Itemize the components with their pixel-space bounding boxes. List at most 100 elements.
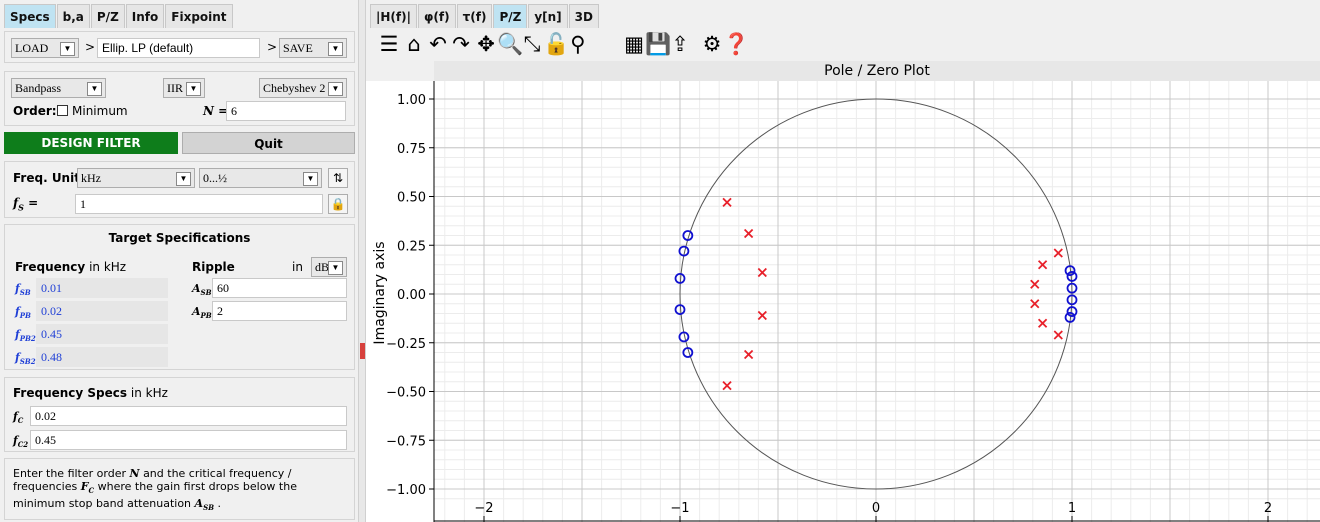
pole-marker-stroke: [1037, 260, 1048, 270]
save-combo[interactable]: SAVE ▼: [279, 38, 347, 58]
ripple-label: Ripple: [192, 260, 235, 274]
info-asb-text: A: [194, 497, 204, 511]
grid-icon[interactable]: ▦: [624, 32, 644, 56]
pole-marker-stroke: [1053, 330, 1063, 340]
zero-marker: [674, 304, 686, 316]
asb-label-text: A: [192, 282, 201, 295]
fsb2-label-text: f: [15, 351, 20, 364]
zero-marker: [1066, 271, 1078, 282]
fc2-label: fC2: [13, 434, 28, 449]
tab-impulse-response[interactable]: y[n]: [528, 4, 568, 28]
pole-marker: [722, 197, 732, 207]
ripple-unit-combo[interactable]: dB ▼: [311, 257, 347, 277]
tab-group-delay[interactable]: τ(f): [456, 4, 493, 28]
splitter-handle[interactable]: [360, 343, 365, 359]
zero-marker: [682, 347, 694, 358]
tab-3d[interactable]: 3D: [568, 4, 599, 28]
x-tick-label: 2: [1264, 501, 1272, 516]
filter-name-field[interactable]: Ellip. LP (default): [97, 38, 260, 58]
fpb-field[interactable]: 0.02: [36, 301, 168, 321]
apb-label: APB: [192, 305, 212, 320]
marker-icon[interactable]: ⚲: [570, 32, 586, 56]
tab-phase[interactable]: φ(f): [418, 4, 456, 28]
pole-zero-plot[interactable]: 1.00 0.75 0.50 0.25 0.00 −0.25 −0.50 −0.75 −1.00…: [366, 81, 1320, 522]
tab-magnitude[interactable]: |H(f)|: [370, 4, 417, 28]
pole-marker-stroke: [757, 267, 767, 278]
apb-field[interactable]: 2: [212, 301, 347, 321]
design-filter-button[interactable]: DESIGN FILTER: [4, 132, 178, 154]
freq-unit-combo[interactable]: kHz ▼: [77, 168, 195, 188]
order-field[interactable]: 6: [226, 101, 346, 121]
pan-icon[interactable]: ✥: [477, 32, 495, 56]
fsb-label-text: f: [15, 282, 20, 295]
asb-field[interactable]: 60: [212, 278, 347, 298]
save-combo-value: SAVE: [283, 41, 313, 55]
apb-label-sub: PB: [200, 311, 212, 321]
fpb2-label-text: f: [15, 328, 20, 341]
fc-label-text: f: [13, 410, 18, 423]
fsb2-field[interactable]: 0.48: [36, 347, 168, 367]
tab-fixpoint[interactable]: Fixpoint: [165, 4, 233, 28]
lock-icon[interactable]: 🔒: [328, 194, 348, 214]
fsb2-label: fSB2: [15, 351, 36, 366]
fpb2-label: fPB2: [15, 328, 36, 343]
fpb-label-sub: PB: [19, 311, 31, 321]
lock-icon[interactable]: 🔓: [543, 32, 570, 56]
y-tick-label: 0.00: [397, 288, 426, 303]
settings-icon[interactable]: ⚙: [702, 32, 722, 56]
pole-marker: [1030, 299, 1040, 309]
response-type-combo[interactable]: Bandpass ▼: [11, 78, 106, 98]
zero-marker: [678, 331, 690, 343]
design-method-combo[interactable]: Chebyshev 2 ▼: [259, 78, 347, 98]
fs-field[interactable]: 1: [75, 194, 323, 214]
fit-icon[interactable]: ⤡: [523, 32, 541, 56]
export-icon[interactable]: ⇪: [671, 32, 689, 56]
frequency-specs-header: Frequency Specs in kHz: [13, 386, 168, 400]
x-tick-label: 0: [872, 501, 880, 516]
fc-field[interactable]: 0.02: [30, 406, 347, 426]
chevron-down-icon: ▼: [328, 82, 343, 96]
undo-icon[interactable]: ↶: [429, 32, 447, 56]
info-text-2: and the critical frequency / frequencies: [13, 467, 292, 493]
quit-button[interactable]: Quit: [182, 132, 355, 154]
fpb2-field[interactable]: 0.45: [36, 324, 168, 344]
tab-ba[interactable]: b,a: [56, 4, 90, 28]
pole-marker: [1037, 260, 1048, 270]
home-icon[interactable]: ⌂: [407, 32, 421, 56]
zero-marker: [674, 272, 686, 284]
left-tab-bar: Specs b,a P/Z Info Fixpoint: [0, 0, 357, 28]
ripple-unit-value: dB: [315, 260, 330, 274]
fsb-label-sub: SB: [19, 288, 31, 298]
pole-marker-stroke: [722, 197, 732, 207]
pole-marker-stroke: [1053, 248, 1063, 258]
info-asb: ASB: [194, 497, 215, 512]
freq-range-combo[interactable]: 0...½ ▼: [199, 168, 322, 188]
pole-marker-stroke: [743, 228, 754, 239]
panel-splitter[interactable]: [358, 0, 366, 522]
load-combo[interactable]: LOAD ▼: [11, 38, 79, 58]
chevron-down-icon: ▼: [328, 42, 343, 56]
target-specs-group: Target Specifications Frequency in kHz R…: [4, 224, 355, 370]
filter-class-combo[interactable]: IIR ▼: [163, 78, 205, 98]
zoom-icon[interactable]: 🔍: [497, 32, 524, 56]
target-specs-title: Target Specifications: [108, 231, 251, 245]
tab-info[interactable]: Info: [125, 4, 165, 28]
menu-icon[interactable]: ☰: [379, 32, 399, 56]
x-tick-label: −2: [474, 501, 493, 516]
load-separator: >: [85, 40, 96, 54]
tab-pz[interactable]: P/Z: [90, 4, 125, 28]
tab-specs[interactable]: Specs: [4, 4, 56, 28]
help-icon[interactable]: ❓: [723, 32, 750, 56]
pole-marker-stroke: [743, 349, 754, 360]
x-tick-label: −1: [670, 501, 689, 516]
info-fc: FC: [81, 480, 94, 495]
minimum-checkbox[interactable]: [57, 105, 68, 116]
save-icon[interactable]: 💾: [645, 32, 672, 56]
redo-icon[interactable]: ↷: [452, 32, 470, 56]
fc2-field[interactable]: 0.45: [30, 430, 347, 450]
y-tick-label: −0.75: [386, 434, 426, 449]
fsb-field[interactable]: 0.01: [36, 278, 168, 298]
sort-icon[interactable]: ⇅: [328, 168, 348, 188]
frequency-unit-text: in kHz: [89, 260, 127, 274]
tab-pole-zero[interactable]: P/Z: [493, 4, 528, 28]
